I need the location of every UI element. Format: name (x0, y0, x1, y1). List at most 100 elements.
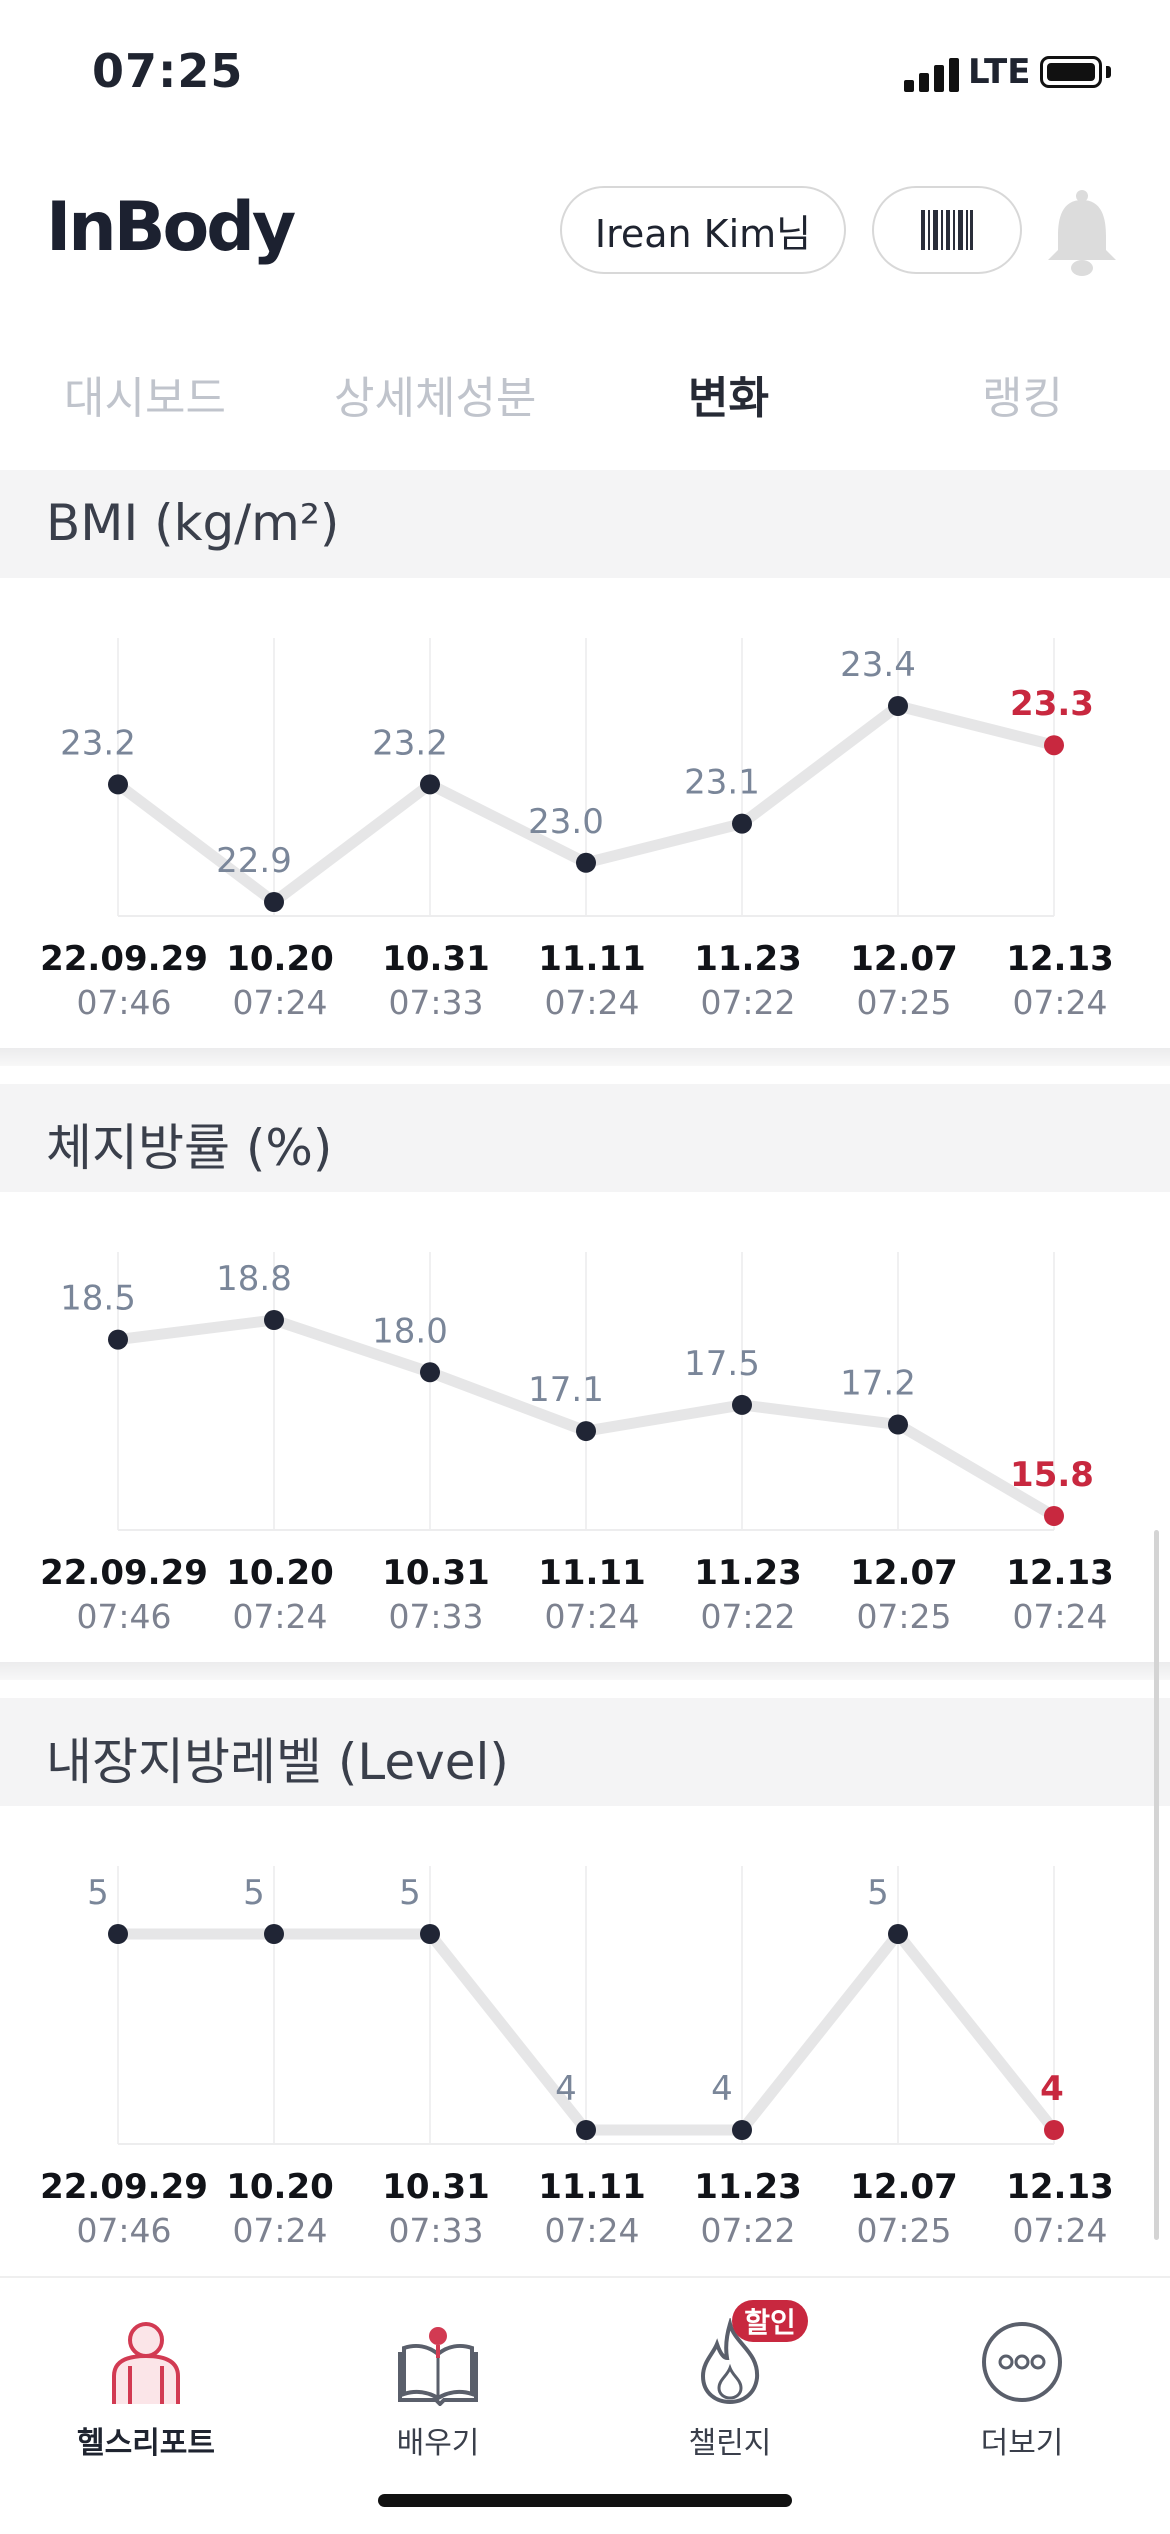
data-point[interactable] (732, 1394, 752, 1415)
data-label: 18.0 (372, 1311, 448, 1351)
data-label: 23.0 (528, 802, 604, 842)
x-tick-date: 12.07 (850, 939, 958, 979)
data-point[interactable] (888, 696, 908, 716)
x-tick-time: 07:24 (544, 983, 639, 1022)
data-label: 5 (243, 1873, 265, 1913)
x-tick-date: 12.07 (850, 2167, 958, 2207)
x-tick-time: 07:24 (544, 1597, 639, 1636)
user-profile-button[interactable]: Irean Kim님 (560, 186, 846, 274)
data-point[interactable] (888, 1924, 908, 1944)
x-tick-date: 10.20 (226, 2167, 334, 2207)
nav-health-report[interactable]: 헬스리포트 (46, 2318, 246, 2462)
body-fat-chart: 18.5 22.09.29 07:46 18.8 10.20 07:24 18.0 10.31… (40, 1252, 1114, 1636)
data-label: 15.8 (1010, 1455, 1094, 1495)
x-tick-date: 12.13 (1006, 1553, 1114, 1593)
body-fat-title: 체지방률 (%) (46, 1119, 333, 1177)
x-tick-date: 11.23 (694, 2167, 802, 2207)
x-tick-date: 12.13 (1006, 2167, 1114, 2207)
data-label: 23.4 (840, 645, 916, 685)
data-point[interactable] (264, 1924, 284, 1944)
health-report-icon (112, 2322, 180, 2404)
x-tick-time: 07:33 (388, 983, 483, 1022)
x-tick-time: 07:25 (856, 983, 951, 1022)
notification-button[interactable] (1044, 188, 1120, 278)
nav-more[interactable]: 더보기 (922, 2318, 1122, 2462)
x-tick-time: 07:33 (388, 1597, 483, 1636)
data-label: 17.1 (528, 1370, 604, 1410)
data-point[interactable] (108, 1329, 128, 1350)
tab-ranking[interactable]: 랭킹 (982, 373, 1063, 424)
nav-challenge[interactable]: 챌린지 (630, 2316, 830, 2462)
data-label: 5 (87, 1873, 109, 1913)
x-tick-date: 12.07 (850, 1553, 958, 1593)
barcode-icon (921, 210, 973, 250)
x-tick-time: 07:24 (1012, 983, 1107, 1022)
data-point[interactable] (108, 1924, 128, 1944)
visceral-fat-chart-area: 5 22.09.29 07:46 5 10.20 07:24 5 10.31 07:33 4 11.… (0, 1806, 1170, 2276)
x-tick-time: 07:24 (1012, 2211, 1107, 2250)
flame-icon (700, 2316, 760, 2405)
x-tick-date: 10.31 (382, 2167, 490, 2207)
visceral-fat-section-header: 내장지방레벨 (Level) (0, 1698, 1170, 1806)
tab-detailed-composition[interactable]: 상세체성분 (334, 373, 537, 424)
data-label: 23.3 (1010, 684, 1094, 724)
barcode-button[interactable] (872, 186, 1022, 274)
x-tick-date: 22.09.29 (40, 939, 208, 979)
data-point[interactable] (108, 774, 128, 795)
bmi-chart: 23.2 22.09.29 07:46 22.9 10.20 07:24 23.2 10.31… (40, 638, 1114, 1022)
x-tick-time: 07:46 (76, 2211, 171, 2250)
x-tick-date: 10.20 (226, 939, 334, 979)
x-tick-time: 07:33 (388, 2211, 483, 2250)
x-tick-time: 07:24 (232, 983, 327, 1022)
body-fat-chart-area: 18.5 22.09.29 07:46 18.8 10.20 07:24 18.0 10.31… (0, 1192, 1170, 1662)
x-tick-date: 11.23 (694, 939, 802, 979)
nav-learn[interactable]: 배우기 (338, 2318, 538, 2462)
data-label: 17.5 (684, 1344, 760, 1384)
status-bar: 07:25 LTE (0, 0, 1170, 150)
x-tick-time: 07:22 (700, 2211, 795, 2250)
data-point[interactable] (1044, 735, 1064, 756)
data-point[interactable] (264, 892, 284, 912)
x-tick-time: 07:24 (232, 1597, 327, 1636)
x-tick-time: 07:46 (76, 983, 171, 1022)
x-tick-date: 11.23 (694, 1553, 802, 1593)
discount-badge: 할인 (732, 2300, 808, 2342)
data-point[interactable] (576, 1421, 596, 1442)
data-point[interactable] (264, 1310, 284, 1330)
bell-icon (1048, 190, 1116, 276)
tab-dashboard[interactable]: 대시보드 (64, 373, 226, 424)
scrollbar[interactable] (1154, 1530, 1159, 2240)
visceral-fat-title: 내장지방레벨 (Level) (46, 1733, 509, 1791)
data-point[interactable] (1044, 2120, 1064, 2140)
bmi-chart-area: 23.2 22.09.29 07:46 22.9 10.20 07:24 23.2 10.31… (0, 578, 1170, 1048)
data-point[interactable] (732, 813, 752, 834)
section-divider (0, 1662, 1170, 1680)
data-point[interactable] (732, 2120, 752, 2140)
more-icon (982, 2322, 1062, 2402)
body-fat-section-header: 체지방률 (%) (0, 1084, 1170, 1192)
data-label: 4 (1040, 2069, 1064, 2109)
data-point[interactable] (888, 1414, 908, 1435)
signal-icon (904, 56, 962, 92)
battery-tip (1106, 66, 1111, 78)
data-label: 4 (711, 2069, 733, 2109)
x-tick-time: 07:46 (76, 1597, 171, 1636)
data-label: 23.1 (684, 763, 760, 803)
data-point[interactable] (576, 852, 596, 873)
battery-icon (1040, 56, 1102, 88)
data-point[interactable] (420, 1362, 440, 1383)
book-icon (398, 2327, 478, 2407)
nav-health-report-label: 헬스리포트 (77, 2426, 215, 2461)
network-type: LTE (968, 52, 1031, 92)
data-label: 18.8 (216, 1259, 292, 1299)
data-label: 5 (867, 1873, 889, 1913)
data-label: 23.2 (372, 723, 448, 763)
data-point[interactable] (576, 2120, 596, 2140)
data-point[interactable] (420, 774, 440, 795)
data-point[interactable] (420, 1924, 440, 1944)
data-point[interactable] (1044, 1506, 1064, 1526)
x-tick-date: 11.11 (538, 1553, 646, 1593)
x-tick-date: 22.09.29 (40, 1553, 208, 1593)
tab-change[interactable]: 변화 (688, 373, 769, 424)
data-label: 17.2 (840, 1364, 916, 1404)
